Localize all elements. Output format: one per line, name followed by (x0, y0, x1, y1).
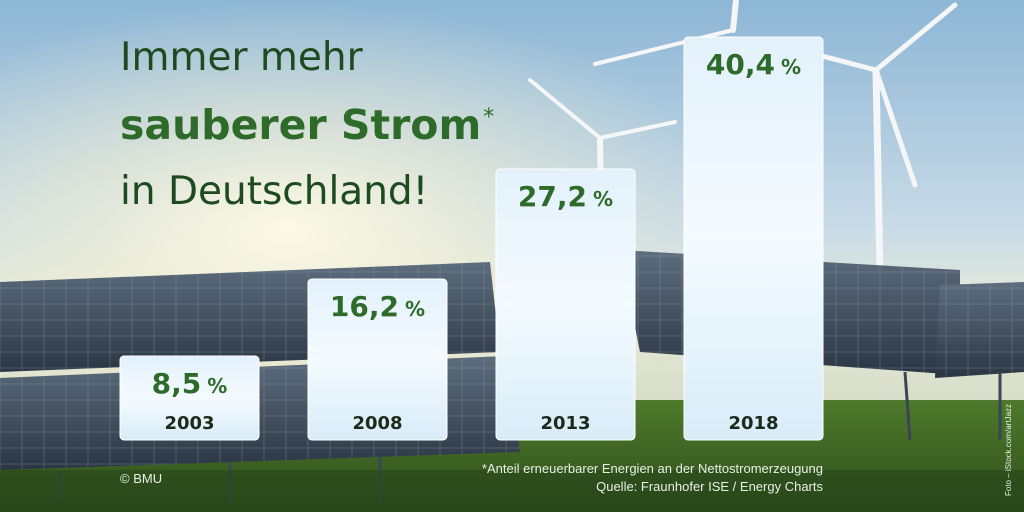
category-label-2008: 2008 (352, 413, 402, 434)
headline-line-1: Immer mehr (120, 35, 363, 80)
data-label-2018: 40,4% (706, 48, 801, 81)
bar-2013 (495, 168, 636, 441)
category-label-2003: 2003 (164, 413, 214, 434)
category-label-2013: 2013 (540, 413, 590, 434)
footnote-source: Quelle: Fraunhofer ISE / Energy Charts (596, 479, 823, 494)
headline-line-3: in Deutschland! (120, 169, 429, 214)
headline-emphasis: sauberer Strom (120, 101, 482, 149)
bar-2018 (683, 36, 824, 441)
copyright-credit: © BMU (120, 471, 163, 486)
footnote: *Anteil erneuerbarer Energien an der Net… (482, 460, 823, 496)
asterisk: * (483, 105, 495, 130)
category-label-2018: 2018 (728, 413, 778, 434)
bar-chart: 8,5 % 2003 16,2 % 2008 27,2 % 2013 40,4 % 2018 (119, 36, 824, 441)
data-label-2003: 8,5% (152, 367, 228, 400)
headline: Immer mehr sauberer Strom* in Deutschlan… (120, 38, 494, 211)
photo-credit: Foto – iStock.com/artJazz (1004, 403, 1013, 496)
data-label-2013: 27,2% (518, 180, 613, 213)
footnote-definition: *Anteil erneuerbarer Energien an der Net… (481, 461, 823, 476)
bar-2008 (307, 278, 448, 441)
bar-2003 (119, 355, 260, 441)
headline-line-2: sauberer Strom* (120, 105, 494, 146)
data-label-2008: 16,2% (330, 290, 425, 323)
